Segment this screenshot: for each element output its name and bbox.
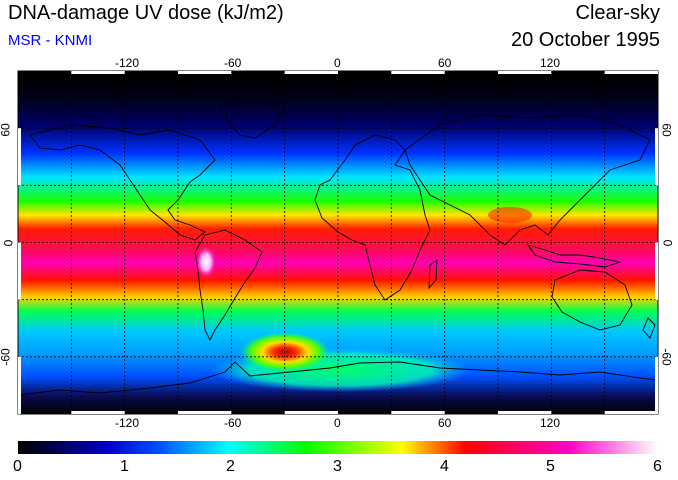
north-america-coast: [29, 124, 216, 241]
scale-label: 5: [546, 458, 555, 475]
color-scale-gradient: [18, 441, 658, 454]
map-frame: [17, 70, 659, 415]
scale-label: 2: [226, 458, 235, 475]
lon-tick-top: 60: [438, 56, 452, 70]
lon-tick-top: -120: [115, 56, 140, 70]
lon-tick-top: -60: [224, 56, 242, 70]
lon-tick-bottom: -60: [224, 416, 242, 430]
lon-tick-bottom: 0: [334, 416, 341, 430]
lon-tick-bottom: -120: [115, 416, 140, 430]
graticule: [18, 71, 658, 414]
scale-label: 1: [120, 458, 129, 475]
lon-tick-top: 120: [540, 56, 561, 70]
observation-date: 20 October 1995: [511, 29, 660, 51]
lon-tick-bottom: 60: [438, 416, 452, 430]
scale-label: 4: [440, 458, 449, 475]
coastlines: [18, 99, 658, 396]
australia-coast: [551, 269, 633, 331]
title: DNA-damage UV dose (kJ/m2): [8, 2, 284, 24]
lon-tick-bottom: 120: [540, 416, 561, 430]
scale-label: 3: [333, 458, 342, 475]
scale-label: 6: [653, 458, 662, 475]
madagascar-coast: [428, 259, 438, 290]
antarctica-coast: [18, 361, 658, 396]
andes-peak: [196, 246, 216, 278]
new-zealand-coast: [642, 317, 656, 339]
indonesia-coast: [526, 244, 622, 268]
greenland-coast: [221, 99, 286, 139]
lon-tick-top: 0: [334, 56, 341, 70]
tibet-peak: [488, 207, 532, 223]
sky-condition: Clear-sky: [575, 2, 660, 24]
data-source: MSR - KNMI: [8, 32, 93, 49]
asia-coast: [404, 114, 651, 246]
scale-label: 0: [13, 458, 22, 475]
south-america-coast: [194, 229, 263, 342]
